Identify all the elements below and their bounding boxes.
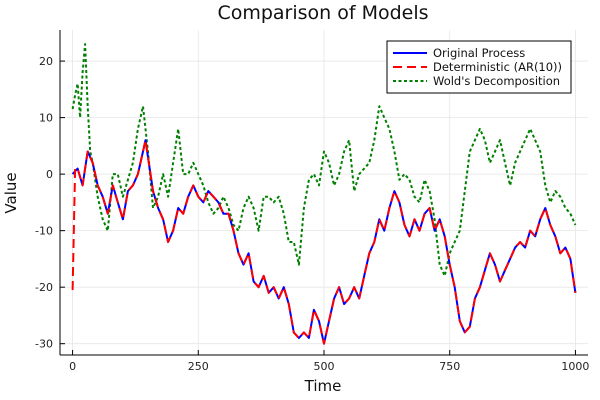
tick-labels: 0 250 500 750 1000 -30 -20 -10 0 10 20 — [35, 55, 589, 373]
legend-label-1: Deterministic (AR(10)) — [433, 60, 562, 74]
y-tick-label-4: 10 — [39, 112, 53, 125]
axes — [59, 30, 588, 356]
x-tick-label-2: 500 — [314, 360, 335, 373]
x-tick-label-3: 750 — [439, 360, 460, 373]
x-tick-label-0: 0 — [69, 360, 76, 373]
y-tick-label-2: -10 — [35, 225, 53, 238]
series-layer — [71, 43, 577, 345]
y-axis-label: Value — [2, 172, 20, 213]
x-axis-label: Time — [304, 377, 342, 395]
legend-label-2: Wold's Decomposition — [433, 74, 560, 88]
chart-title: Comparison of Models — [217, 2, 428, 24]
y-tick-label-1: -20 — [35, 281, 53, 294]
series-line-deterministic-ar-10 — [71, 139, 577, 345]
y-tick-label-5: 20 — [39, 55, 53, 68]
legend-label-0: Original Process — [433, 46, 525, 60]
legend-box — [386, 40, 572, 94]
x-tick-label-4: 1000 — [561, 360, 589, 373]
y-tick-label-3: 0 — [46, 168, 53, 181]
series-line-wold-s-decomposition — [71, 43, 577, 277]
x-tick-label-1: 250 — [188, 360, 209, 373]
y-tick-label-0: -30 — [35, 338, 53, 351]
